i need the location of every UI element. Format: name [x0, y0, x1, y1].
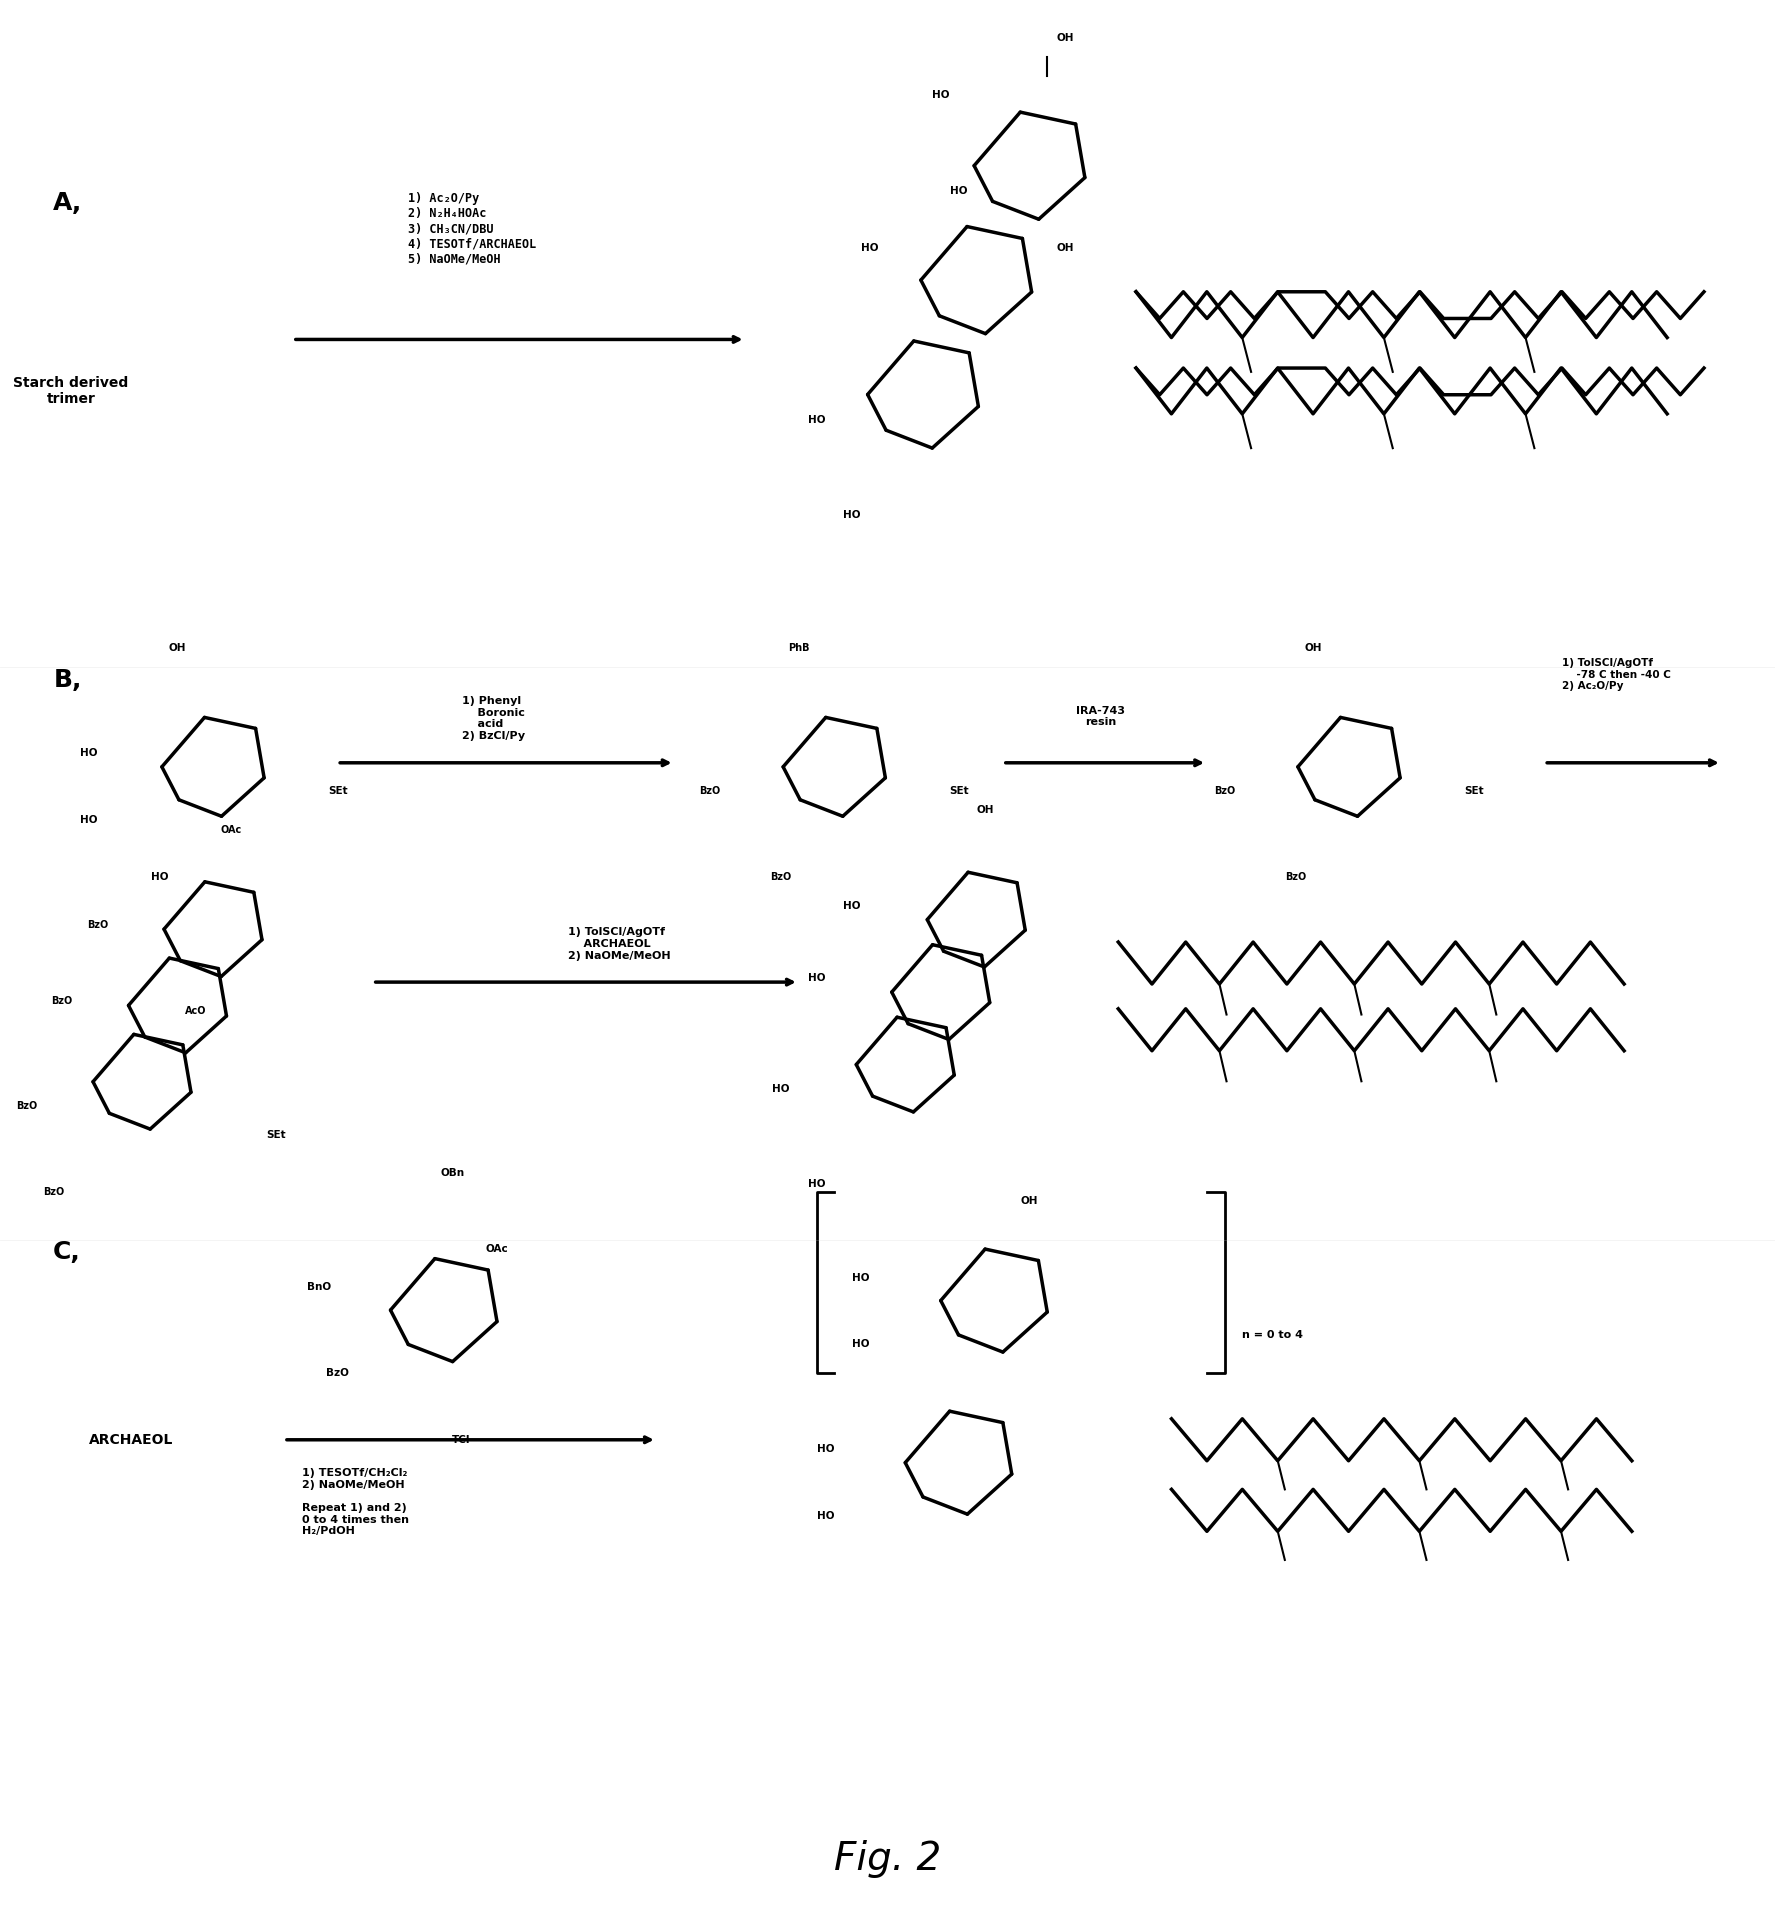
Text: Starch derived
trimer: Starch derived trimer [14, 376, 128, 406]
Text: HO: HO [808, 1179, 825, 1190]
Text: HO: HO [80, 814, 98, 826]
Text: OH: OH [1021, 1196, 1038, 1207]
Text: HO: HO [808, 414, 825, 425]
Text: HO: HO [843, 900, 861, 912]
Text: Fig. 2: Fig. 2 [834, 1840, 941, 1878]
Text: 1) TolSCl/AgOTf
    ARCHAEOL
2) NaOMe/MeOH: 1) TolSCl/AgOTf ARCHAEOL 2) NaOMe/MeOH [568, 927, 671, 961]
Text: AcO: AcO [185, 1005, 206, 1016]
Text: BzO: BzO [16, 1100, 37, 1112]
Text: HO: HO [816, 1444, 834, 1455]
Text: OH: OH [976, 805, 994, 816]
Text: HO: HO [808, 973, 825, 984]
Text: HO: HO [151, 871, 169, 883]
Text: HO: HO [852, 1272, 870, 1283]
Text: BzO: BzO [327, 1367, 348, 1379]
Text: HO: HO [816, 1510, 834, 1522]
Text: 1) TolSCl/AgOTf
    -78 C then -40 C
2) Ac₂O/Py: 1) TolSCl/AgOTf -78 C then -40 C 2) Ac₂O… [1562, 658, 1670, 690]
Text: BzO: BzO [699, 786, 721, 797]
Text: HO: HO [861, 242, 879, 254]
Text: OAc: OAc [486, 1243, 508, 1255]
Text: SEt: SEt [328, 786, 348, 797]
Text: ARCHAEOL: ARCHAEOL [89, 1432, 174, 1447]
Text: HO: HO [852, 1339, 870, 1350]
Text: A,: A, [53, 191, 82, 215]
Text: BzO: BzO [1285, 871, 1306, 883]
Text: HO: HO [772, 1083, 790, 1095]
Text: B,: B, [53, 667, 82, 692]
Text: BzO: BzO [51, 995, 73, 1007]
Text: BzO: BzO [87, 919, 108, 931]
Text: 1) TESOTf/CH₂Cl₂
2) NaOMe/MeOH

Repeat 1) and 2)
0 to 4 times then
H₂/PdOH: 1) TESOTf/CH₂Cl₂ 2) NaOMe/MeOH Repeat 1)… [302, 1468, 408, 1537]
Text: OH: OH [1056, 32, 1074, 44]
Text: OAc: OAc [220, 824, 241, 835]
Text: BnO: BnO [307, 1282, 332, 1293]
Text: SEt: SEt [1464, 786, 1484, 797]
Text: OH: OH [1056, 242, 1074, 254]
Text: OBn: OBn [440, 1167, 465, 1179]
Text: PhB: PhB [788, 643, 809, 654]
Text: OH: OH [1305, 643, 1322, 654]
Text: BzO: BzO [43, 1186, 64, 1198]
Text: 1) Phenyl
    Boronic
    acid
2) BzCl/Py: 1) Phenyl Boronic acid 2) BzCl/Py [462, 696, 525, 740]
Text: 1) Ac₂O/Py
2) N₂H₄HOAc
3) CH₃CN/DBU
4) TESOTf/ARCHAEOL
5) NaOMe/MeOH: 1) Ac₂O/Py 2) N₂H₄HOAc 3) CH₃CN/DBU 4) T… [408, 193, 536, 265]
Text: BzO: BzO [1214, 786, 1235, 797]
Text: BzO: BzO [770, 871, 792, 883]
Text: HO: HO [950, 185, 967, 196]
Text: C,: C, [53, 1240, 82, 1264]
Text: SEt: SEt [950, 786, 969, 797]
Text: HO: HO [80, 748, 98, 759]
Text: OH: OH [169, 643, 186, 654]
Text: TCl: TCl [453, 1434, 470, 1446]
Text: HO: HO [843, 509, 861, 521]
Text: IRA-743
resin: IRA-743 resin [1076, 706, 1125, 727]
Text: HO: HO [932, 90, 950, 101]
Text: n = 0 to 4: n = 0 to 4 [1242, 1329, 1303, 1341]
Text: SEt: SEt [266, 1129, 286, 1140]
